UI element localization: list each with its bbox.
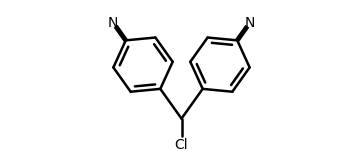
Text: N: N	[108, 16, 118, 30]
Text: N: N	[245, 16, 255, 30]
Text: Cl: Cl	[175, 138, 188, 152]
